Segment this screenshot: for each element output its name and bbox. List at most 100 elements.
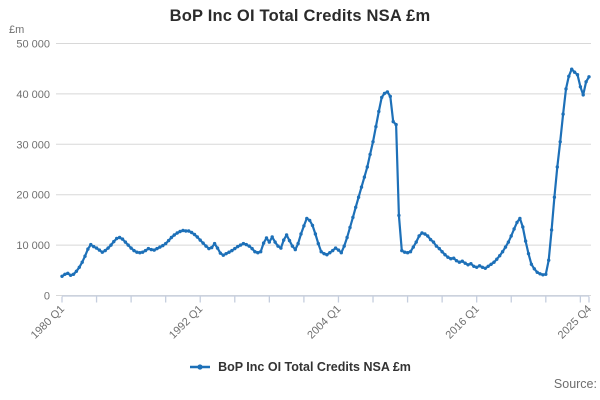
data-point-marker [362, 175, 367, 179]
data-point-marker [400, 248, 404, 253]
data-point-marker [405, 251, 410, 255]
data-point-marker [431, 240, 436, 244]
data-point-marker [380, 95, 384, 100]
data-point-marker [423, 232, 427, 236]
data-point-marker [264, 236, 269, 240]
y-tick-label: 20 000 [16, 190, 50, 202]
chart-title: BoP Inc OI Total Credits NSA £m [169, 7, 431, 25]
y-tick-label: 40 000 [16, 89, 50, 101]
data-point-marker [201, 241, 205, 245]
data-point-marker [123, 240, 128, 244]
data-point-marker [469, 262, 473, 266]
data-point-marker [192, 232, 197, 237]
legend[interactable]: BoP Inc OI Total Credits NSA £m [0, 360, 600, 374]
data-point-marker [544, 272, 548, 276]
data-point-marker [166, 238, 171, 243]
data-point-marker [290, 244, 295, 248]
data-point-marker [365, 165, 369, 169]
data-point-marker [120, 237, 125, 241]
x-tick-label: 2016 Q1 [443, 303, 481, 341]
data-point-marker [94, 246, 99, 250]
data-point-marker [538, 272, 542, 276]
data-point-marker [259, 250, 263, 254]
data-point-marker [492, 260, 496, 264]
x-tick-label: 2004 Q1 [305, 303, 343, 341]
data-point-marker [100, 250, 105, 254]
data-point-marker [466, 263, 470, 267]
data-point-marker [152, 248, 156, 252]
data-point-marker [500, 250, 505, 254]
data-point-marker [227, 250, 231, 254]
data-point-marker [570, 67, 574, 71]
data-point-marker [233, 246, 237, 251]
x-tick-label: 1992 Q1 [167, 303, 205, 341]
data-point-marker [284, 233, 289, 237]
data-point-marker [475, 265, 479, 269]
data-point-marker [83, 254, 87, 258]
data-point-marker [132, 248, 136, 253]
data-point-marker [106, 246, 110, 250]
data-point-marker [117, 235, 122, 240]
data-point-marker [417, 234, 421, 238]
data-point-marker [299, 232, 303, 236]
data-point-marker [115, 236, 119, 241]
data-point-marker [319, 250, 323, 254]
data-point-marker [452, 256, 456, 260]
series-markers [60, 67, 591, 278]
data-point-marker [426, 234, 430, 238]
data-point-marker [218, 251, 223, 255]
data-point-marker [526, 252, 531, 256]
data-point-marker [578, 85, 583, 89]
data-point-marker [189, 230, 194, 235]
data-point-marker [244, 242, 248, 247]
data-point-marker [198, 238, 202, 242]
data-point-marker [207, 246, 211, 251]
data-point-marker [397, 213, 401, 218]
data-point-marker [348, 225, 352, 230]
data-point-marker [403, 250, 407, 254]
data-point-marker [282, 238, 286, 242]
data-point-marker [92, 244, 96, 249]
data-point-marker [486, 264, 490, 268]
data-point-marker [523, 239, 528, 243]
data-point-marker [261, 241, 266, 245]
data-point-marker [161, 243, 165, 248]
data-point-marker [97, 248, 102, 252]
data-point-marker [172, 233, 176, 237]
data-point-marker [68, 273, 73, 277]
data-point-marker [420, 231, 424, 235]
data-point-marker [449, 257, 453, 261]
data-point-marker [210, 245, 214, 250]
data-point-marker [443, 253, 447, 257]
data-point-marker [506, 240, 511, 244]
data-point-marker [238, 243, 243, 247]
data-point-marker [382, 91, 387, 96]
data-point-marker [480, 265, 485, 269]
data-point-marker [155, 246, 159, 251]
y-axis-unit-label: £m [9, 24, 24, 36]
data-point-marker [483, 266, 487, 270]
data-point-marker [184, 229, 188, 233]
data-point-marker [561, 112, 565, 116]
data-point-marker [86, 247, 90, 251]
data-point-marker [178, 229, 182, 234]
data-point-marker [140, 250, 145, 254]
data-point-marker [158, 245, 162, 249]
data-point-marker [313, 232, 318, 236]
data-point-marker [103, 248, 107, 253]
data-point-marker [454, 259, 459, 263]
chart-canvas: 0 10 000 20 000 30 000 40 000 50 000 £m 1980 Q1… [9, 24, 594, 341]
data-point-marker [146, 246, 151, 251]
data-point-marker [377, 109, 381, 114]
data-point-marker [80, 260, 84, 264]
data-point-marker [204, 244, 208, 248]
data-point-marker [256, 251, 260, 255]
data-point-marker [138, 251, 142, 255]
data-point-marker [408, 250, 413, 254]
source-label: Source: [553, 377, 597, 391]
data-point-marker [215, 246, 220, 250]
data-point-marker [385, 90, 390, 94]
data-point-marker [328, 251, 332, 255]
data-point-marker [247, 244, 251, 248]
